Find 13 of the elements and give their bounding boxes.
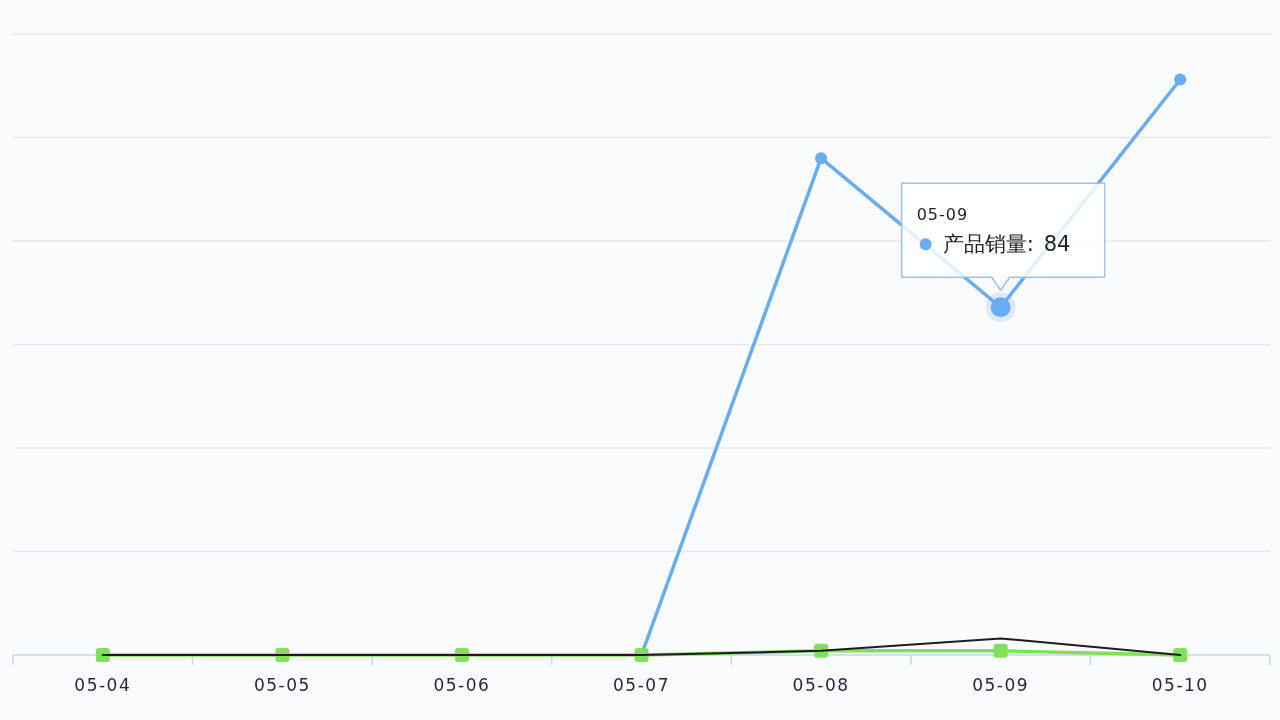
point	[993, 643, 1008, 658]
legend-label: 产品销量:	[942, 232, 1034, 257]
x-tick-label: 05-05	[253, 675, 311, 695]
x-tick-label: 05-08	[792, 675, 850, 695]
x-tick-label: 05-09	[972, 675, 1030, 695]
x-tick-label: 05-10	[1151, 675, 1209, 695]
annotation: 05-09	[916, 205, 969, 225]
x-tick-label: 05-06	[433, 675, 491, 695]
point	[1174, 73, 1187, 86]
x-tick-label: 05-04	[74, 675, 132, 695]
data-label: 84	[1043, 232, 1071, 257]
point	[815, 152, 828, 165]
x-tick-label: 05-07	[613, 675, 670, 695]
